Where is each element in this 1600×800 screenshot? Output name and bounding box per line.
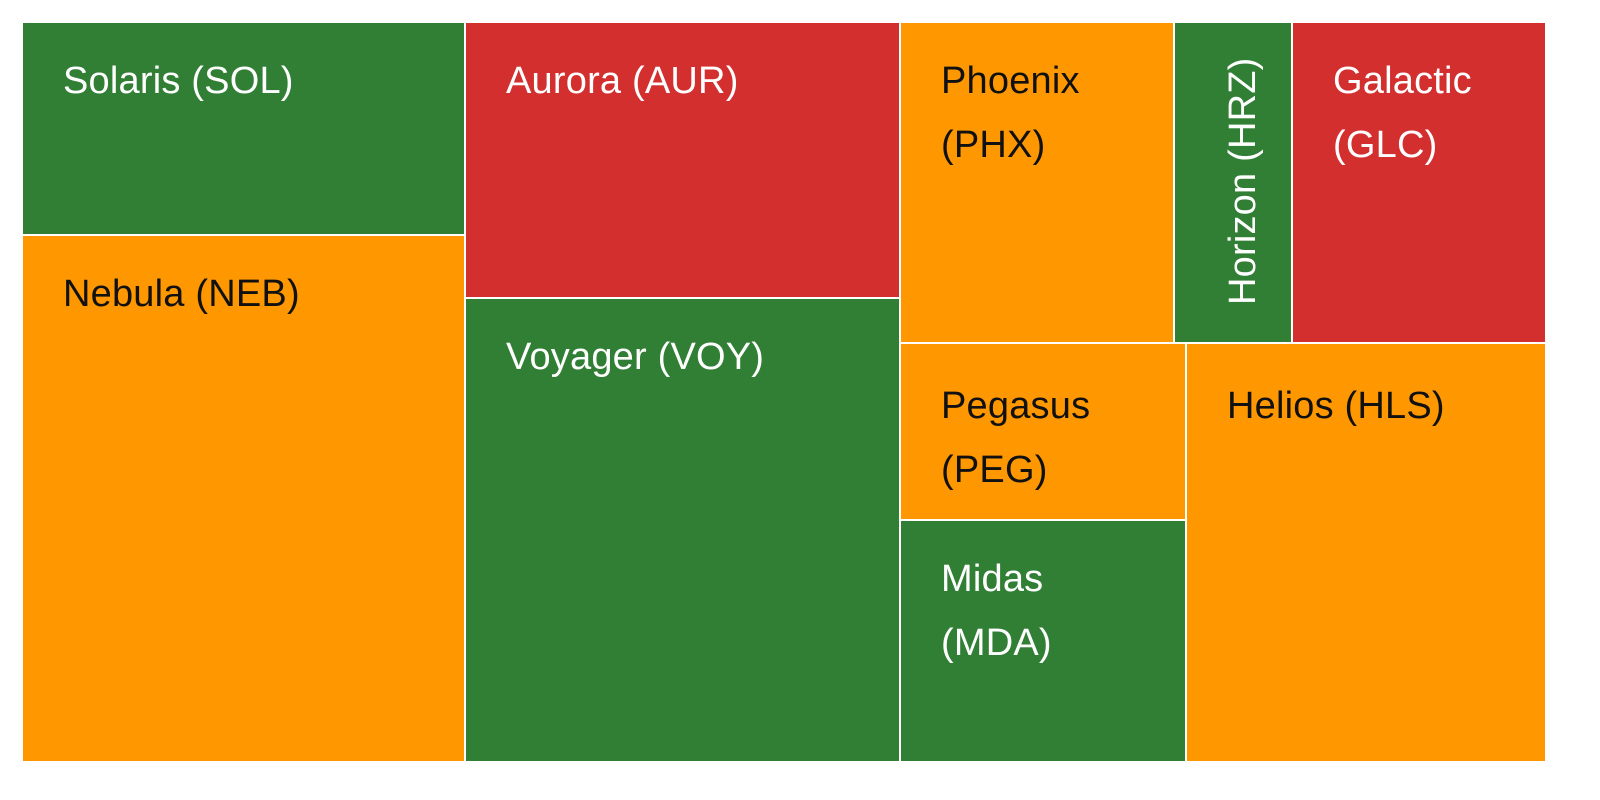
treemap-tile-label: Phoenix (PHX)	[941, 60, 1080, 166]
treemap-tile-label: Nebula (NEB)	[63, 273, 300, 315]
treemap-tile[interactable]: Helios (HLS)	[1186, 343, 1546, 762]
treemap-tile[interactable]: Solaris (SOL)	[22, 22, 465, 235]
treemap-tile-label: Solaris (SOL)	[63, 60, 294, 102]
treemap-tile[interactable]: Nebula (NEB)	[22, 235, 465, 762]
treemap-tile-label: Midas (MDA)	[941, 558, 1052, 664]
treemap-tile[interactable]: Midas (MDA)	[900, 520, 1186, 762]
treemap-tile-label: Voyager (VOY)	[506, 336, 765, 378]
treemap-tile[interactable]: Voyager (VOY)	[465, 298, 900, 762]
treemap-tile[interactable]: Aurora (AUR)	[465, 22, 900, 298]
treemap-tile[interactable]: Pegasus (PEG)	[900, 343, 1186, 520]
treemap-tile-label: Pegasus (PEG)	[941, 385, 1091, 491]
treemap-tile-label: Horizon (HRZ)	[1222, 57, 1264, 305]
treemap-tile[interactable]: Galactic (GLC)	[1292, 22, 1546, 343]
treemap-tile[interactable]: Horizon (HRZ)	[1174, 22, 1292, 343]
treemap-tile-label: Galactic (GLC)	[1333, 60, 1472, 166]
treemap-tile[interactable]: Phoenix (PHX)	[900, 22, 1174, 343]
treemap-tile-label: Aurora (AUR)	[506, 60, 739, 102]
treemap-tile-label: Helios (HLS)	[1227, 385, 1445, 427]
